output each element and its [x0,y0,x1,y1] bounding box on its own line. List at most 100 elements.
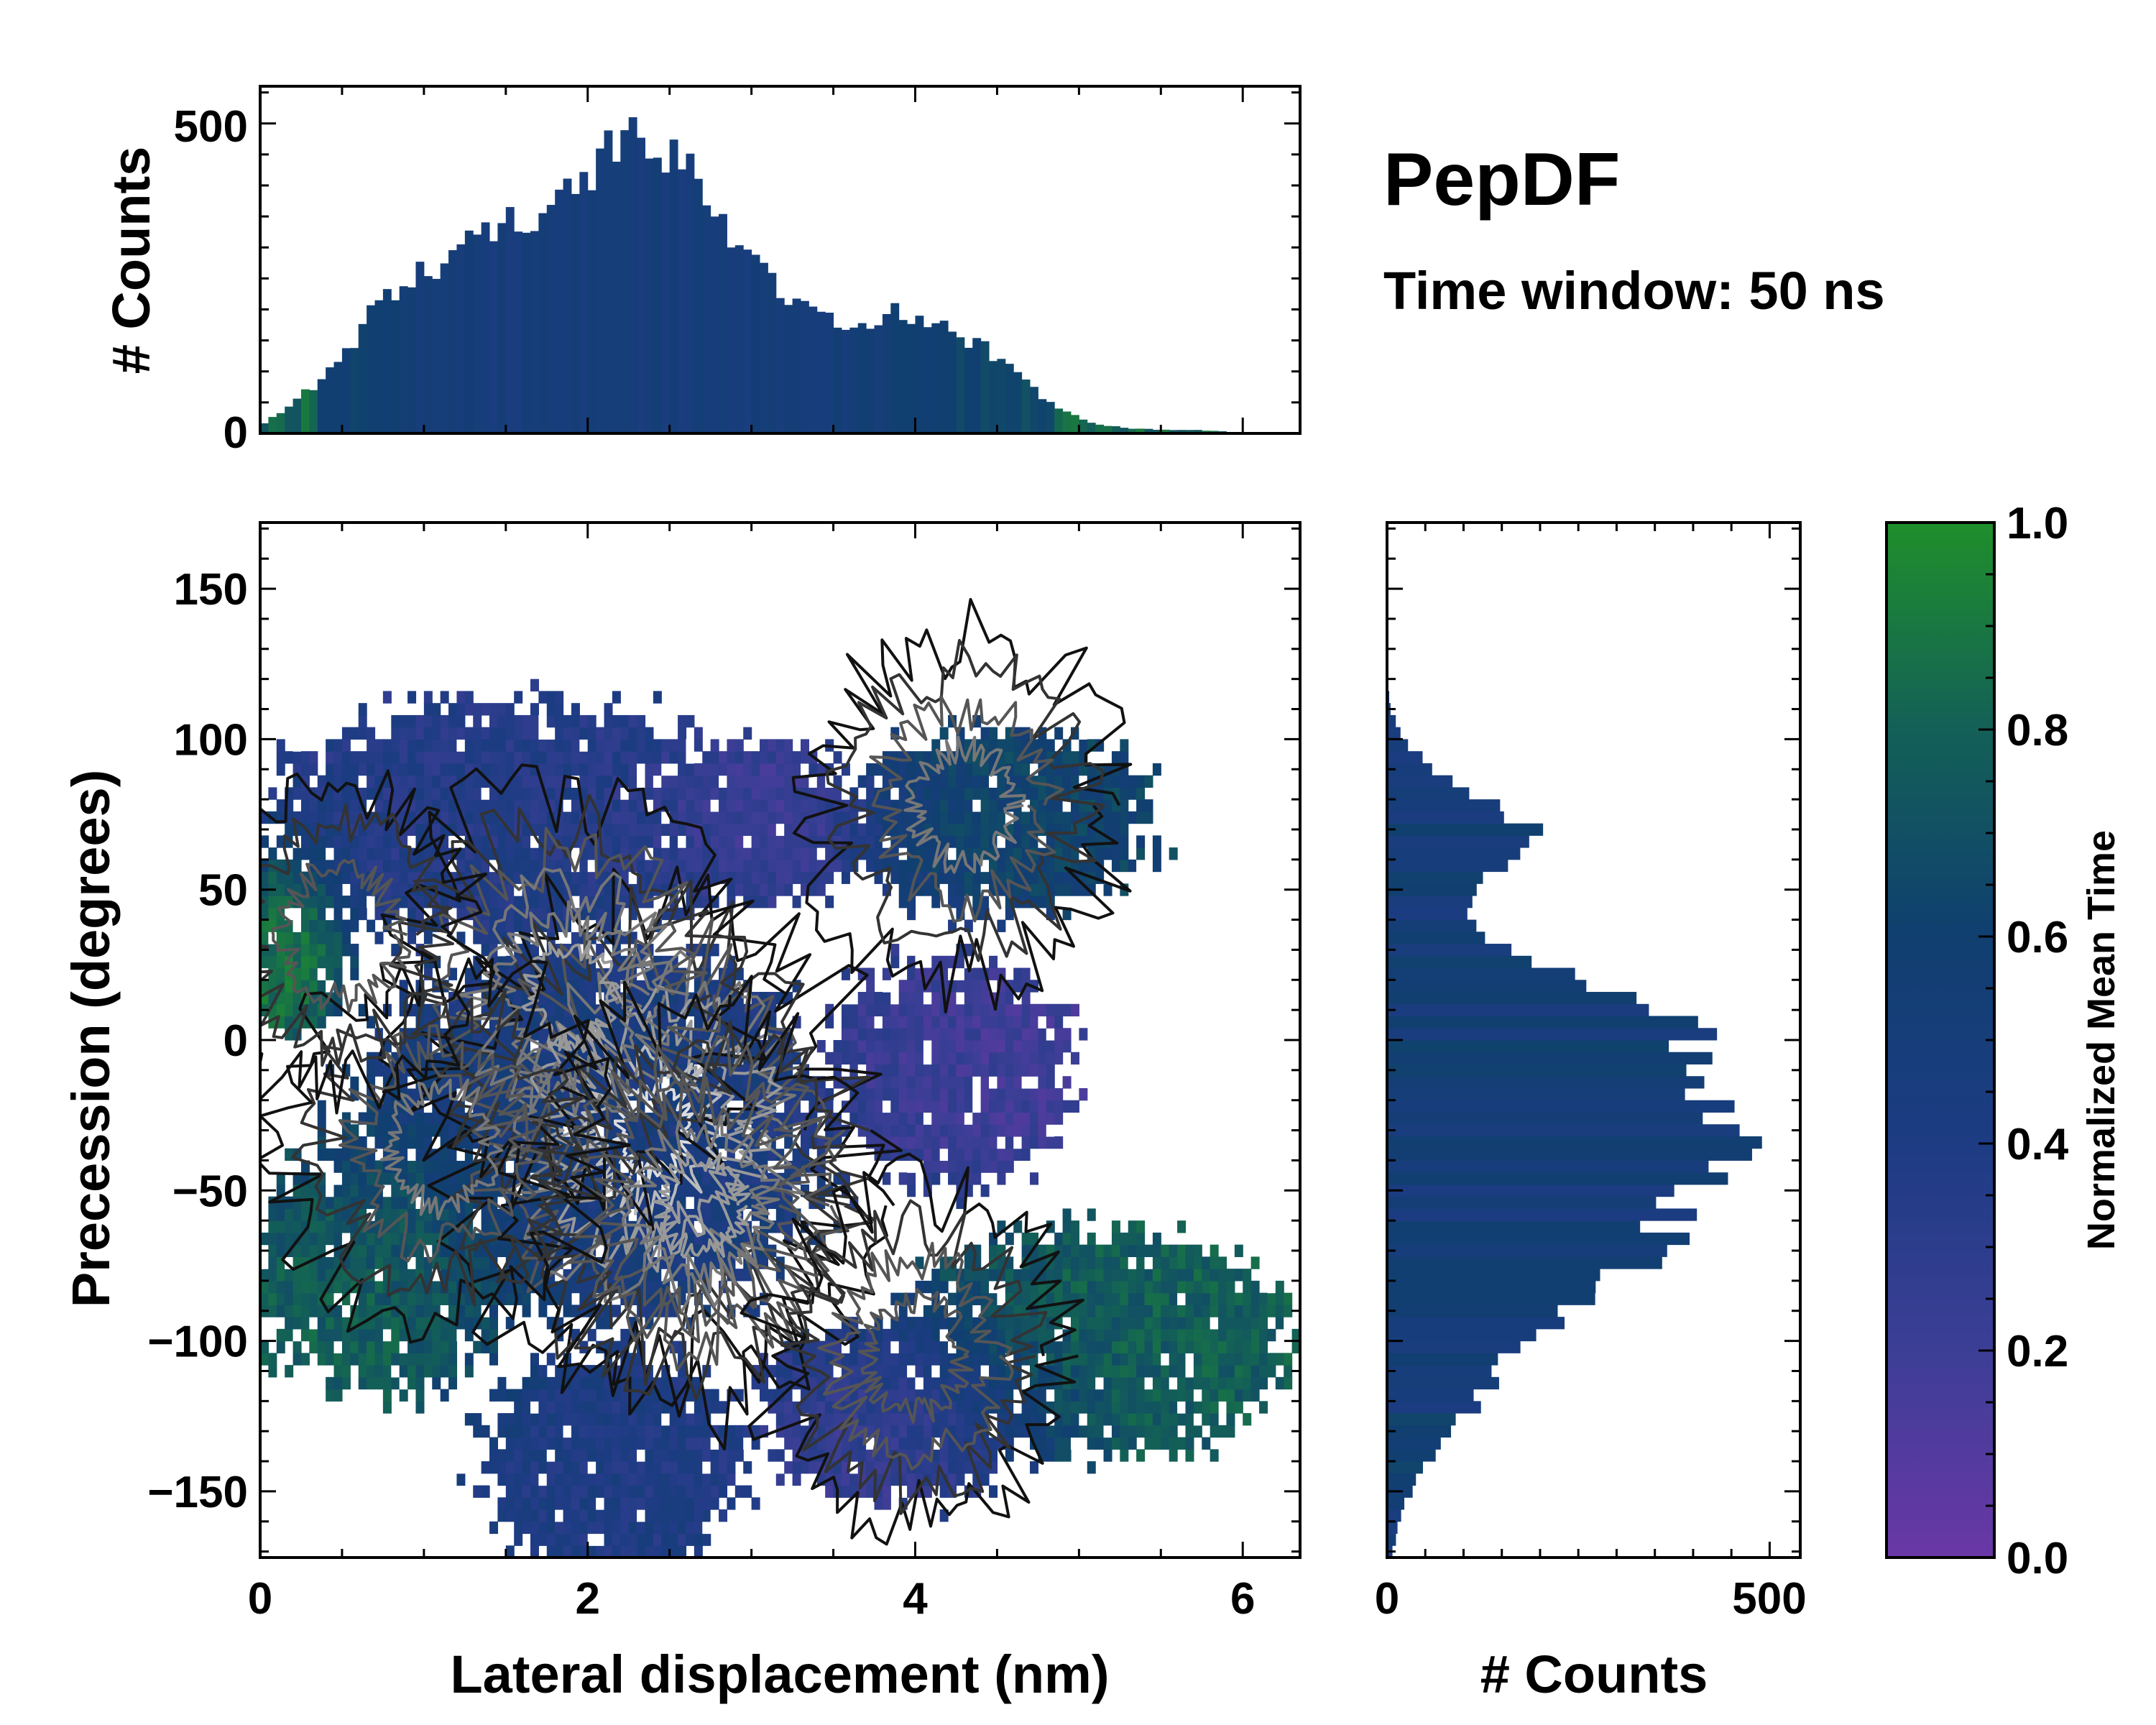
heatmap-cell [432,1328,441,1342]
heatmap-cell [587,751,596,764]
heatmap-cell [440,1269,449,1282]
heatmap-cell [514,907,523,921]
heatmap-cell [546,763,556,776]
heatmap-cell [637,1172,646,1185]
heatmap-cell [710,1016,719,1029]
heatmap-cell [563,1028,572,1041]
heatmap-cell [391,799,400,812]
heatmap-cell [719,1208,728,1221]
heatmap-cell [317,1244,326,1257]
heatmap-cell [341,1292,351,1305]
heatmap-cell [948,1269,957,1282]
heatmap-cell [1038,1269,1047,1282]
heatmap-cell [382,1148,392,1162]
heatmap-cell [399,1040,408,1053]
heatmap-cell [637,1389,646,1402]
top-histogram-ticks [259,86,1300,435]
heatmap-cell [530,1473,539,1486]
heatmap-cell [579,1305,589,1317]
heatmap-cell [341,1184,351,1197]
heatmap-cell [907,907,916,921]
heatmap-cell [890,727,900,740]
heatmap-cell [530,1028,539,1041]
heatmap-cell [285,1280,294,1294]
heatmap-cell [587,1280,596,1294]
heatmap-cell [898,992,908,1005]
heatmap-cell [743,799,752,812]
heatmap-cell [686,1401,695,1414]
heatmap-cell [415,823,425,836]
heatmap-cell [1038,859,1047,873]
heatmap-cell [505,871,515,884]
heatmap-cell [563,1389,572,1402]
heatmap-cell [571,1208,580,1221]
heatmap-cell [579,763,589,776]
heatmap-cell [956,896,965,908]
heatmap-cell [522,859,531,873]
heatmap-cell [620,1461,630,1474]
heatmap-cell [702,847,711,860]
heatmap-cell [653,1545,662,1558]
heatmap-cell [604,775,613,788]
heatmap-cell [849,1003,859,1017]
heatmap-cell [505,751,515,764]
heatmap-cell [669,1100,678,1113]
heatmap-cell [260,992,269,1005]
heatmap-cell [989,1016,998,1029]
heatmap-cell [285,1208,294,1221]
heatmap-cell [309,1256,318,1269]
heatmap-cell [1030,823,1039,836]
heatmap-cell [898,1003,908,1017]
heatmap-cell [661,1509,671,1522]
heatmap-cell [497,811,507,824]
heatmap-cell [727,1208,736,1221]
heatmap-cell [1030,1365,1039,1378]
heatmap-cell [710,859,719,873]
heatmap-cell [743,1196,752,1210]
heatmap-cell [333,1220,343,1233]
heatmap-cell [997,1076,1006,1089]
heatmap-cell [268,1172,277,1185]
heatmap-cell [391,944,400,957]
heatmap-cell [653,1413,662,1426]
heatmap-cell [989,859,998,873]
heatmap-cell [432,1305,441,1317]
heatmap-cell [391,1365,400,1378]
heatmap-cell [489,1220,499,1233]
heatmap-cell [522,1389,531,1402]
heatmap-cell [727,1124,736,1137]
heatmap-cell [473,703,482,716]
heatmap-cell [972,1353,982,1366]
heatmap-cell [530,1449,539,1462]
heatmap-cell [587,1064,596,1077]
heatmap-cell [350,1172,359,1185]
heatmap-cell [489,871,499,884]
heatmap-cell [661,871,671,884]
heatmap-cell [432,1292,441,1305]
heatmap-cell [923,1376,932,1390]
heatmap-cell [440,1220,449,1233]
heatmap-cell [710,751,719,764]
heatmap-cell [694,1003,703,1017]
heatmap-cell [489,714,499,728]
heatmap-cell [432,739,441,752]
heatmap-cell [481,775,490,788]
heatmap-cell [350,944,359,957]
heatmap-cell [628,871,637,884]
heatmap-cell [276,967,285,980]
heatmap-cell [1013,1340,1023,1353]
heatmap-cell [538,1509,548,1522]
heatmap-cell [890,775,900,788]
heatmap-cell [333,1184,343,1197]
heatmap-cell [743,980,752,993]
heatmap-cell [760,1003,769,1017]
heatmap-cell [300,967,310,980]
heatmap-cell [473,727,482,740]
heatmap-cell [571,932,580,944]
heatmap-cell [612,1425,621,1438]
heatmap-cell [350,967,359,980]
heatmap-cell [1013,1401,1023,1414]
heatmap-cell [760,775,769,788]
heatmap-cell [260,811,269,824]
heatmap-cell [784,1040,793,1053]
